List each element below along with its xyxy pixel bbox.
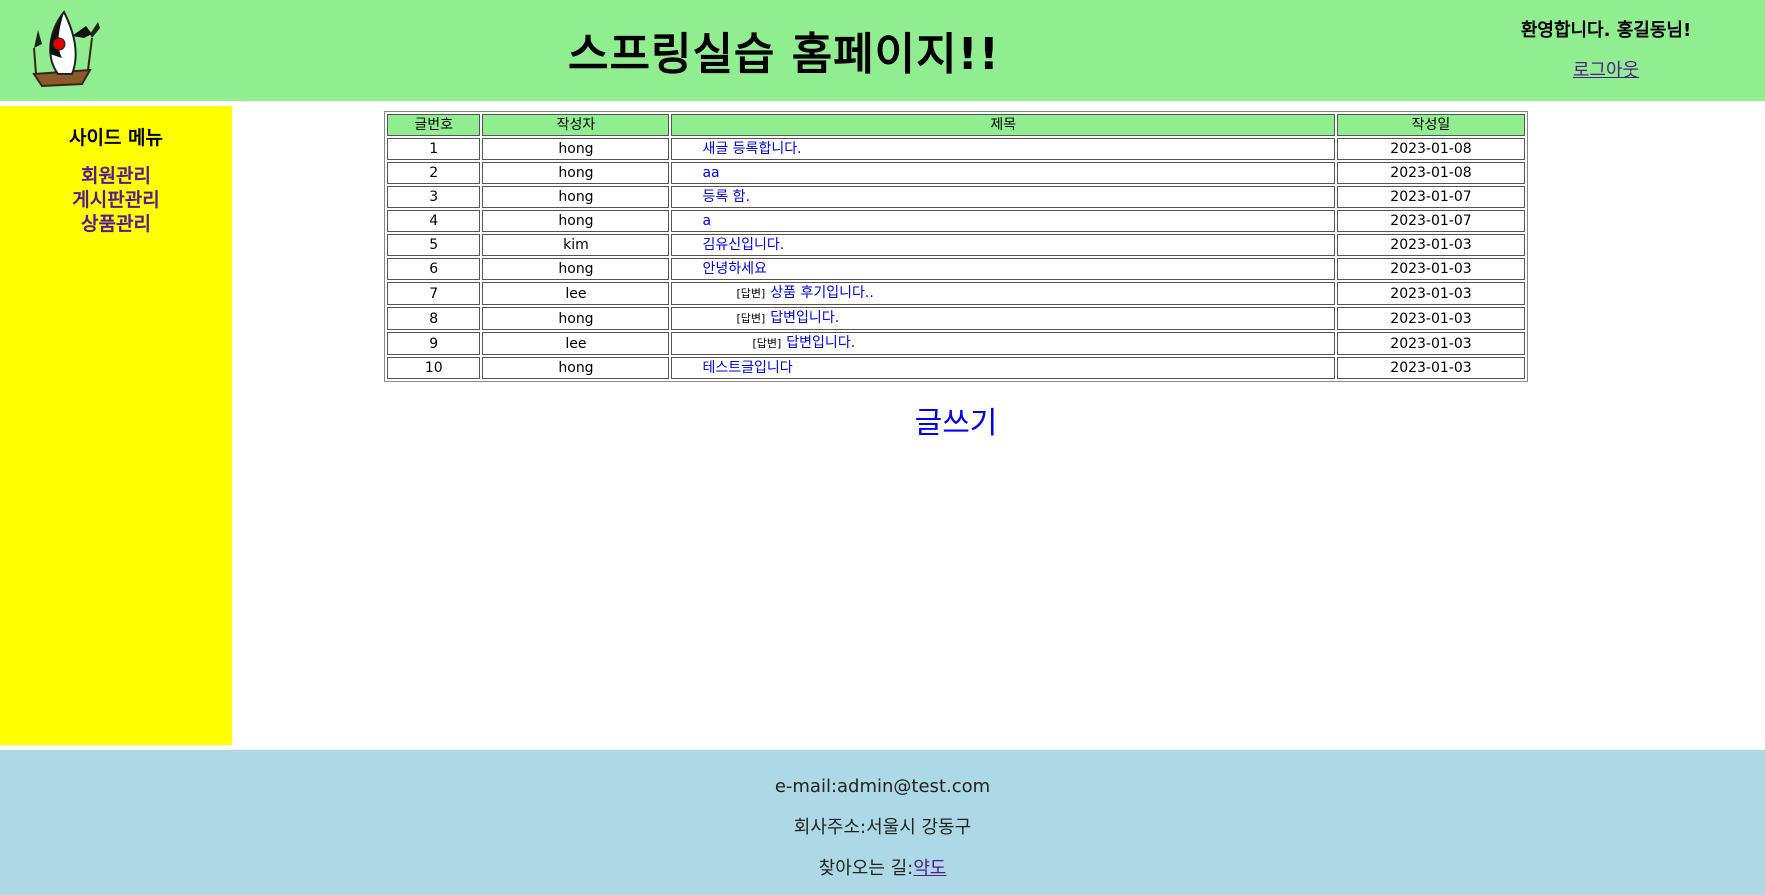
- post-writer: hong: [482, 162, 670, 184]
- table-row: 3 hong 등록 함. 2023-01-07: [387, 186, 1525, 208]
- sidebar-title: 사이드 메뉴: [68, 127, 163, 149]
- table-header-row: 글번호 작성자 제목 작성일: [387, 114, 1525, 136]
- post-title-cell: [답변] 답변입니다.: [671, 307, 1335, 330]
- post-number: 5: [387, 234, 481, 256]
- table-row: 7 lee [답변] 상품 후기입니다.. 2023-01-03: [387, 282, 1525, 305]
- post-title-link[interactable]: 답변입니다.: [770, 310, 840, 326]
- write-post-link[interactable]: 글쓰기: [914, 406, 998, 441]
- post-writer: hong: [482, 258, 670, 280]
- post-date: 2023-01-07: [1336, 186, 1525, 208]
- post-date: 2023-01-03: [1336, 332, 1525, 355]
- post-writer: hong: [482, 307, 670, 330]
- sidebar-item-board[interactable]: 게시판관리: [72, 189, 160, 211]
- column-header-title: 제목: [671, 114, 1335, 136]
- post-date: 2023-01-03: [1336, 234, 1525, 256]
- logout-link[interactable]: 로그아웃: [1572, 60, 1640, 81]
- post-date: 2023-01-03: [1336, 357, 1525, 379]
- post-number: 3: [387, 186, 481, 208]
- table-row: 1 hong 새글 등록합니다. 2023-01-08: [387, 138, 1525, 160]
- post-title-cell: 테스트글입니다: [671, 357, 1335, 379]
- sidebar-menu: 회원관리 게시판관리 상품관리: [0, 164, 232, 236]
- post-date: 2023-01-08: [1336, 162, 1525, 184]
- footer-email: e-mail:admin@test.com: [774, 776, 991, 797]
- post-number: 7: [387, 282, 481, 305]
- post-date: 2023-01-07: [1336, 210, 1525, 232]
- table-row: 9 lee [답변] 답변입니다. 2023-01-03: [387, 332, 1525, 355]
- post-number: 4: [387, 210, 481, 232]
- welcome-message: 환영합니다. 홍길동님!: [1520, 20, 1692, 41]
- board-body: 1 hong 새글 등록합니다. 2023-01-08 2 hong aa 2023-01-0…: [387, 138, 1525, 379]
- header: 스프링실습 홈페이지!! 환영합니다. 홍길동님! 로그아웃: [0, 0, 1765, 101]
- post-title-cell: 등록 함.: [671, 186, 1335, 208]
- sidebar-item-product[interactable]: 상품관리: [81, 213, 151, 235]
- post-number: 8: [387, 307, 481, 330]
- post-number: 1: [387, 138, 481, 160]
- post-writer: hong: [482, 357, 670, 379]
- post-title-link[interactable]: 답변입니다.: [786, 335, 856, 351]
- reply-tag: [답변]: [736, 312, 766, 325]
- post-title-cell: 김유신입니다.: [671, 234, 1335, 256]
- post-writer: kim: [482, 234, 670, 256]
- post-number: 10: [387, 357, 481, 379]
- map-link[interactable]: 약도: [913, 858, 947, 879]
- sidebar: 사이드 메뉴 회원관리 게시판관리 상품관리: [0, 106, 232, 745]
- post-title-link[interactable]: a: [702, 213, 712, 229]
- post-writer: hong: [482, 210, 670, 232]
- page-title: 스프링실습 홈페이지!!: [568, 29, 1000, 80]
- post-title-cell: a: [671, 210, 1335, 232]
- post-writer: lee: [482, 282, 670, 305]
- post-title-link[interactable]: 상품 후기입니다..: [770, 285, 874, 301]
- post-title-link[interactable]: 안녕하세요: [702, 261, 767, 277]
- post-title-link[interactable]: 등록 함.: [702, 189, 751, 205]
- post-date: 2023-01-03: [1336, 307, 1525, 330]
- post-title-cell: aa: [671, 162, 1335, 184]
- post-title-cell: 새글 등록합니다.: [671, 138, 1335, 160]
- column-header-date: 작성일: [1336, 114, 1525, 136]
- table-row: 10 hong 테스트글입니다 2023-01-03: [387, 357, 1525, 379]
- post-date: 2023-01-03: [1336, 258, 1525, 280]
- reply-tag: [답변]: [752, 337, 782, 350]
- post-number: 2: [387, 162, 481, 184]
- post-writer: lee: [482, 332, 670, 355]
- footer-directions-label: 찾아오는 길:: [818, 858, 914, 879]
- post-number: 9: [387, 332, 481, 355]
- post-writer: hong: [482, 186, 670, 208]
- column-header-number: 글번호: [387, 114, 481, 136]
- reply-tag: [답변]: [736, 287, 766, 300]
- post-title-link[interactable]: aa: [702, 165, 720, 181]
- post-title-cell: [답변] 상품 후기입니다..: [671, 282, 1335, 305]
- board-table: 글번호 작성자 제목 작성일 1 hong 새글 등록합니다. 2023-01-08 2…: [384, 111, 1528, 382]
- sidebar-item-member[interactable]: 회원관리: [81, 165, 151, 187]
- table-row: 4 hong a 2023-01-07: [387, 210, 1525, 232]
- post-title-cell: [답변] 답변입니다.: [671, 332, 1335, 355]
- post-title-link[interactable]: 테스트글입니다: [702, 360, 793, 376]
- post-title-link[interactable]: 새글 등록합니다.: [702, 141, 802, 157]
- table-row: 2 hong aa 2023-01-08: [387, 162, 1525, 184]
- post-title-cell: 안녕하세요: [671, 258, 1335, 280]
- post-date: 2023-01-08: [1336, 138, 1525, 160]
- duke-mascot-icon: [32, 10, 100, 88]
- post-writer: hong: [482, 138, 670, 160]
- table-row: 6 hong 안녕하세요 2023-01-03: [387, 258, 1525, 280]
- table-row: 5 kim 김유신입니다. 2023-01-03: [387, 234, 1525, 256]
- post-number: 6: [387, 258, 481, 280]
- footer: e-mail:admin@test.com 회사주소:서울시 강동구 찾아오는 …: [0, 750, 1765, 895]
- column-header-writer: 작성자: [482, 114, 670, 136]
- footer-address: 회사주소:서울시 강동구: [793, 817, 972, 838]
- footer-directions: 찾아오는 길:약도: [0, 848, 1765, 889]
- table-row: 8 hong [답변] 답변입니다. 2023-01-03: [387, 307, 1525, 330]
- post-date: 2023-01-03: [1336, 282, 1525, 305]
- post-title-link[interactable]: 김유신입니다.: [702, 237, 785, 253]
